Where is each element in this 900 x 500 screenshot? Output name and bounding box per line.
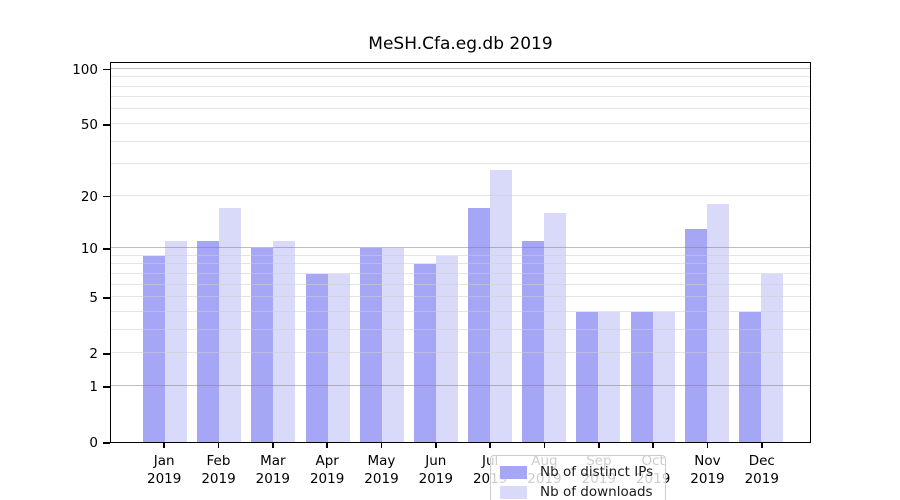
x-tick-mark-feb — [217, 443, 220, 448]
y-tick-mark-20 — [103, 195, 110, 198]
bar-group-jan — [138, 63, 192, 442]
bar-group-feb — [192, 63, 246, 442]
y-tick-label-1: 1 — [89, 378, 98, 395]
bar-group-may — [355, 63, 409, 442]
bar-group-jun — [409, 63, 463, 442]
x-tick-mark-jul — [489, 443, 491, 448]
legend-item-distinct-ips: Nb of distinct IPs — [500, 462, 653, 482]
legend-swatch-distinct-ips — [500, 465, 527, 479]
bar-group-mar — [246, 63, 300, 442]
x-tick-label-feb: Feb 2019 — [201, 453, 236, 487]
x-tick-mark-oct — [652, 443, 654, 448]
bar-distinct-ips-feb — [197, 241, 220, 442]
x-tick-mark-may — [380, 443, 383, 448]
y-tick-label-5: 5 — [89, 290, 98, 306]
bar-group-dec — [734, 63, 788, 442]
y-tick-mark-1 — [103, 386, 110, 388]
legend: Nb of distinct IPs Nb of downloads — [490, 455, 667, 500]
y-tick-mark-0 — [103, 442, 110, 444]
bar-downloads-mar — [273, 241, 296, 442]
x-tick-mark-dec — [761, 443, 763, 448]
y-tick-label-20: 20 — [80, 188, 98, 205]
x-tick-label-jun: Jun 2019 — [418, 453, 453, 487]
bar-downloads-jul — [490, 169, 513, 442]
bar-downloads-oct — [652, 311, 675, 442]
bar-distinct-ips-dec — [738, 311, 761, 442]
bar-downloads-jan — [165, 241, 188, 442]
x-tick-mark-sep — [598, 443, 600, 448]
legend-item-downloads: Nb of downloads — [500, 482, 653, 500]
y-tick-label-10: 10 — [80, 241, 98, 257]
bar-distinct-ips-apr — [305, 273, 328, 442]
bar-distinct-ips-aug — [522, 241, 545, 442]
plot-area: Nb of distinct IPs Nb of downloads — [110, 62, 811, 500]
x-tick-label-apr: Apr 2019 — [309, 453, 345, 487]
x-tick-mark-jan — [163, 443, 165, 448]
y-tick-label-0: 0 — [89, 435, 98, 451]
bar-group-aug — [517, 63, 571, 442]
bar-group-oct — [626, 63, 680, 442]
legend-swatch-downloads — [500, 485, 527, 499]
y-tick-label-100: 100 — [72, 61, 98, 78]
x-tick-label-nov: Nov 2019 — [690, 453, 725, 487]
x-tick-label-jan: Jan 2019 — [146, 453, 182, 487]
x-tick-mark-nov — [706, 443, 709, 448]
legend-label-downloads: Nb of downloads — [540, 484, 653, 500]
bar-distinct-ips-may — [359, 248, 382, 442]
bar-downloads-feb — [219, 208, 242, 442]
y-tick-mark-2 — [103, 353, 110, 355]
y-tick-mark-100 — [103, 68, 110, 71]
bar-downloads-dec — [760, 273, 783, 442]
y-tick-mark-10 — [103, 248, 110, 250]
bar-distinct-ips-oct — [630, 311, 653, 442]
bar-downloads-may — [381, 248, 404, 442]
y-tick-mark-50 — [103, 124, 110, 126]
x-tick-label-mar: Mar 2019 — [255, 453, 290, 487]
y-tick-label-50: 50 — [80, 116, 98, 133]
bar-group-jul — [463, 63, 517, 442]
bar-downloads-nov — [706, 203, 729, 442]
y-tick-mark-5 — [103, 297, 110, 299]
bar-distinct-ips-nov — [684, 228, 707, 442]
bar-distinct-ips-jul — [468, 208, 491, 442]
bar-group-nov — [680, 63, 734, 442]
bar-distinct-ips-jan — [143, 255, 166, 442]
bar-downloads-aug — [544, 212, 567, 442]
bar-downloads-sep — [598, 311, 621, 442]
x-tick-mark-apr — [326, 443, 328, 448]
legend-label-distinct-ips: Nb of distinct IPs — [540, 464, 654, 480]
x-tick-mark-aug — [543, 443, 546, 448]
x-tick-mark-jun — [435, 443, 437, 448]
bar-distinct-ips-sep — [576, 311, 599, 442]
bar-distinct-ips-mar — [251, 248, 274, 442]
chart-title: MeSH.Cfa.eg.db 2019 — [368, 34, 553, 54]
bars-layer — [111, 63, 810, 442]
x-tick-mark-mar — [272, 443, 274, 448]
bar-downloads-jun — [435, 255, 458, 442]
x-tick-label-dec: Dec 2019 — [744, 453, 779, 487]
bar-group-apr — [301, 63, 355, 442]
x-tick-label-may: May 2019 — [364, 453, 399, 487]
bar-downloads-apr — [327, 273, 350, 442]
bar-distinct-ips-jun — [413, 264, 436, 442]
y-tick-label-2: 2 — [89, 346, 98, 363]
x-axis-labels: Jan 2019 Feb 2019 Mar 2019 Apr 2019 May 2019 Jun 20… — [110, 452, 811, 488]
bar-group-sep — [571, 63, 625, 442]
